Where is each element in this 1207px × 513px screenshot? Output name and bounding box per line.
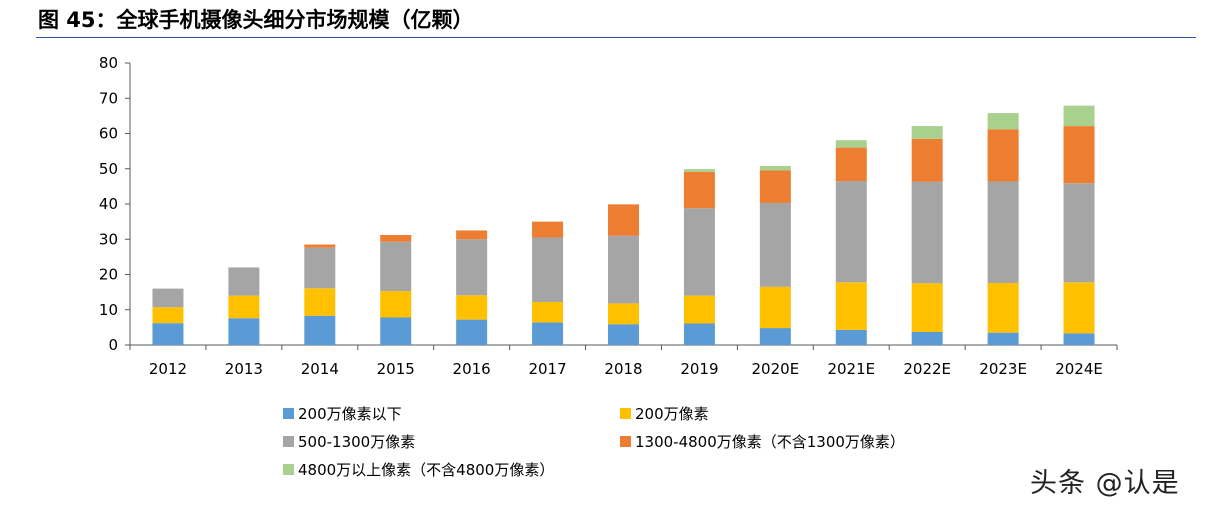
bar-segment [987,181,1019,283]
y-tick-label: 80 [99,54,118,72]
y-tick-label: 10 [99,301,118,319]
x-tick-label: 2014 [301,360,339,378]
x-tick-label: 2023E [979,360,1027,378]
bar-segment [987,332,1019,345]
x-tick-label: 2017 [528,360,566,378]
bar-segment [911,283,943,332]
bar-segment [380,241,412,292]
bar-segment [1063,282,1095,334]
bar-segment [1063,105,1095,127]
bar-segment [228,295,260,319]
bar-segment [759,286,791,329]
bar-segment [987,282,1019,333]
bar-segment [380,291,412,318]
bar-segment [759,202,791,287]
bar-segment [304,244,336,248]
legend-swatch [620,436,631,447]
bar-segment [304,315,336,345]
figure-title: 图 45：全球手机摄像头细分市场规模（亿颗） [38,8,474,32]
bar-segment [1063,183,1095,283]
bar-segment [759,165,791,171]
bar-segment [228,318,260,345]
watermark-text: 头条 @认是 [1030,468,1180,499]
bar-segment [456,295,488,320]
y-tick-label: 60 [99,125,118,143]
legend-swatch [283,464,294,475]
bar-segment [683,295,715,324]
x-tick-label: 2016 [453,360,491,378]
x-tick-label: 2022E [903,360,951,378]
bar-segment [911,126,943,139]
legend-swatch [283,408,294,419]
bar-segment [683,323,715,345]
bar-segment [835,147,867,182]
legend-item: 200万像素 [620,403,709,424]
legend-swatch [283,436,294,447]
x-tick-label: 2012 [149,360,187,378]
bar-segment [911,181,943,284]
bar-segment [911,331,943,345]
x-tick-label: 2015 [377,360,415,378]
bar-segment [532,237,564,302]
legend-item: 200万像素以下 [283,403,402,424]
bar-segment [532,301,564,323]
bar-segment [835,181,867,283]
y-tick-label: 50 [99,160,118,178]
legend-label: 1300-4800万像素（不含1300万像素） [635,433,905,451]
legend-item: 1300-4800万像素（不含1300万像素） [620,431,905,452]
y-tick-label: 0 [108,336,118,354]
bar-segment [835,282,867,330]
bar-segment [683,171,715,209]
y-tick-label: 30 [99,230,118,248]
legend-item: 4800万以上像素（不含4800万像素） [283,459,554,480]
y-tick-label: 20 [99,266,118,284]
bar-segment [380,317,412,345]
legend-label: 500-1300万像素 [298,433,416,451]
stacked-bar-chart: 0 10 20 30 40 50 60 70 80 2012 2013 2014 2015 2016 201… [99,54,1118,378]
bar-segment [683,169,715,172]
title-divider [36,37,1196,38]
bar-segment [911,138,943,182]
bar-segment [152,323,184,345]
bar-segment [608,324,639,345]
bar-segment [304,288,336,316]
bar-segment [987,129,1019,182]
bar-segment [532,322,564,345]
x-tick-label: 2013 [225,360,263,378]
bar-segment [608,235,639,304]
legend-label: 200万像素以下 [298,405,402,423]
bar-segment [759,170,791,203]
bar-segment [380,235,412,242]
bar-segment [608,204,639,236]
bar-segment [1063,126,1095,184]
bar-segment [683,208,715,296]
legend-label: 200万像素 [635,405,709,423]
x-tick-label: 2018 [604,360,642,378]
x-tick-label: 2024E [1055,360,1103,378]
bar-segment [456,239,488,296]
bar-segment [608,303,639,325]
bar-segment [152,288,184,308]
x-tick-label: 2019 [680,360,718,378]
bar-segment [759,328,791,345]
x-tick-label: 2020E [752,360,800,378]
x-tick-label: 2021E [827,360,875,378]
legend-swatch [620,408,631,419]
bar-segment [456,319,488,345]
y-tick-label: 40 [99,195,118,213]
y-tick-label: 70 [99,89,118,107]
bar-segment [532,221,564,238]
bar-segment [456,230,488,240]
bar-segment [835,329,867,345]
legend-label: 4800万以上像素（不含4800万像素） [298,461,555,479]
bar-segment [152,307,184,324]
bar-segment [835,140,867,148]
bar-segment [228,267,260,296]
legend-item: 500-1300万像素 [283,431,415,452]
bar-segment [1063,333,1095,345]
bar-segment [304,247,336,289]
bar-segment [987,113,1019,130]
